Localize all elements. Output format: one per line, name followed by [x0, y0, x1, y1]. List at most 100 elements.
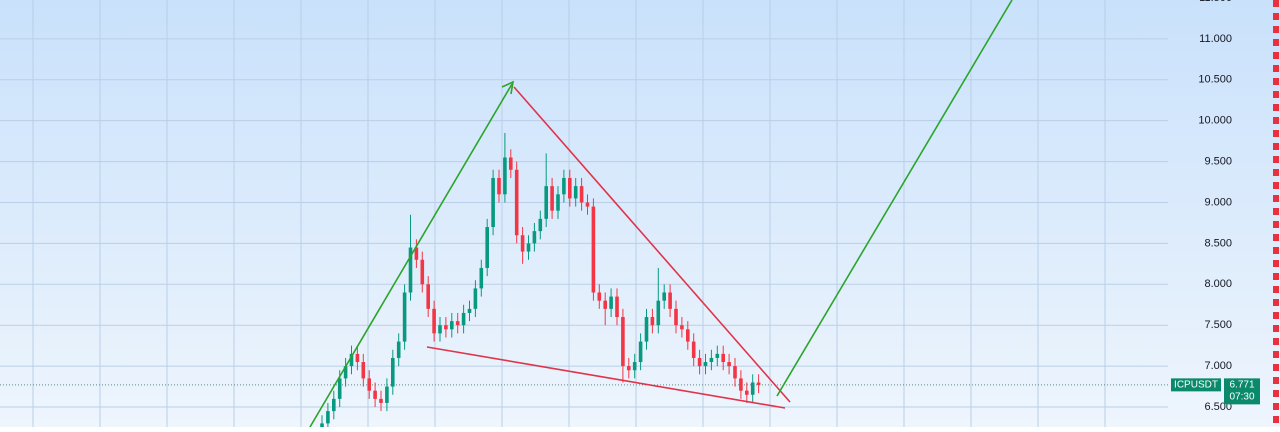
- target-arrow: [776, 0, 1013, 397]
- candle-body: [727, 362, 731, 367]
- candle-body: [532, 231, 537, 244]
- candle-body: [656, 300, 661, 326]
- candle-body: [691, 341, 696, 358]
- candle-body: [680, 325, 684, 330]
- trend-arrow: [309, 83, 513, 428]
- candle-body: [414, 247, 419, 260]
- candle-body: [721, 353, 725, 363]
- candle-body: [432, 308, 436, 334]
- candle-body: [455, 321, 460, 326]
- candle-body: [526, 243, 531, 252]
- candle-body: [756, 382, 761, 385]
- candle-body: [514, 169, 519, 236]
- candle-body: [632, 362, 637, 371]
- y-tick-label: 7.000: [1204, 360, 1232, 372]
- candle-body: [597, 292, 602, 301]
- candle-body: [615, 296, 619, 318]
- candle-body: [497, 177, 501, 195]
- y-tick-label: 10.000: [1198, 115, 1232, 127]
- candle-body: [420, 259, 425, 285]
- last-price: 6.771: [1229, 380, 1254, 391]
- candle-body: [367, 378, 371, 391]
- candle-body: [686, 329, 690, 342]
- candle-body: [444, 325, 448, 330]
- candle-body: [739, 378, 743, 391]
- candle-body: [355, 353, 360, 363]
- candle-body: [337, 378, 342, 399]
- candle-body: [733, 366, 737, 379]
- candle-body: [750, 382, 755, 395]
- symbol-tag: [1171, 378, 1221, 392]
- candle-body: [343, 366, 348, 379]
- candle-body: [562, 177, 566, 195]
- candle-body: [591, 206, 596, 293]
- candle-body: [479, 267, 484, 289]
- candle-body: [408, 247, 413, 293]
- candle-body: [674, 308, 678, 326]
- candle-body: [621, 317, 625, 367]
- vertical-grid: [32, 0, 1106, 427]
- resistance-line: [513, 86, 791, 403]
- y-tick-label: 8.000: [1204, 278, 1232, 290]
- last-price-tag: ICPUSDT 6.771 07:30: [1171, 378, 1260, 405]
- y-tick-label: 11.000: [1199, 33, 1232, 45]
- candle-body: [550, 186, 554, 211]
- candle-body: [450, 321, 454, 330]
- candle-body: [638, 341, 643, 363]
- candle-body: [644, 317, 649, 342]
- candle-body: [426, 284, 430, 309]
- support-line: [426, 346, 786, 409]
- candle-body: [438, 325, 442, 334]
- countdown: 07:30: [1229, 392, 1254, 403]
- candle-body: [556, 194, 560, 211]
- candle-body: [538, 218, 543, 232]
- candle-body: [603, 300, 607, 309]
- candle-body: [697, 357, 702, 367]
- candle-body: [396, 341, 401, 358]
- y-tick-label: 8.500: [1204, 237, 1232, 249]
- arrow-head: [501, 80, 515, 95]
- candle-body: [402, 292, 407, 342]
- y-tick-label: 9.000: [1204, 196, 1232, 208]
- y-tick-label: 10.500: [1198, 74, 1232, 86]
- candle-body: [650, 317, 655, 326]
- candle-body: [379, 398, 383, 403]
- candle-body: [520, 235, 525, 252]
- candle-body: [332, 398, 336, 412]
- price-tag: [1224, 378, 1260, 405]
- candle-body: [709, 357, 714, 363]
- candle-body: [544, 186, 548, 219]
- candle-body: [509, 157, 513, 170]
- candle-body: [473, 288, 478, 309]
- candle-body: [385, 386, 389, 403]
- candle-body: [320, 423, 324, 432]
- candle-body: [491, 177, 495, 228]
- candle-body: [579, 186, 584, 203]
- drawings: [309, 0, 1013, 428]
- symbol: ICPUSDT: [1174, 380, 1218, 391]
- candle-body: [585, 202, 590, 207]
- candle-body: [609, 296, 613, 309]
- y-tick-label: 11.500: [1199, 0, 1232, 4]
- y-tick-label: 9.500: [1204, 155, 1232, 167]
- candle-body: [349, 353, 354, 367]
- candle-body: [391, 357, 395, 387]
- candle-body: [568, 177, 572, 199]
- candle-body: [668, 292, 672, 309]
- candle-body: [326, 411, 330, 424]
- candle-body: [461, 312, 466, 326]
- candle-body: [662, 292, 666, 301]
- y-tick-label: 7.500: [1204, 319, 1232, 331]
- candle-body: [745, 390, 749, 395]
- candle-body: [373, 390, 377, 399]
- candle-body: [467, 308, 472, 313]
- candle-body: [715, 353, 720, 358]
- candle-body: [703, 362, 708, 367]
- candle-body: [361, 362, 366, 379]
- candle-body: [503, 157, 507, 195]
- candle-body: [573, 186, 578, 199]
- candle-body: [627, 366, 631, 371]
- candle-body: [485, 227, 489, 268]
